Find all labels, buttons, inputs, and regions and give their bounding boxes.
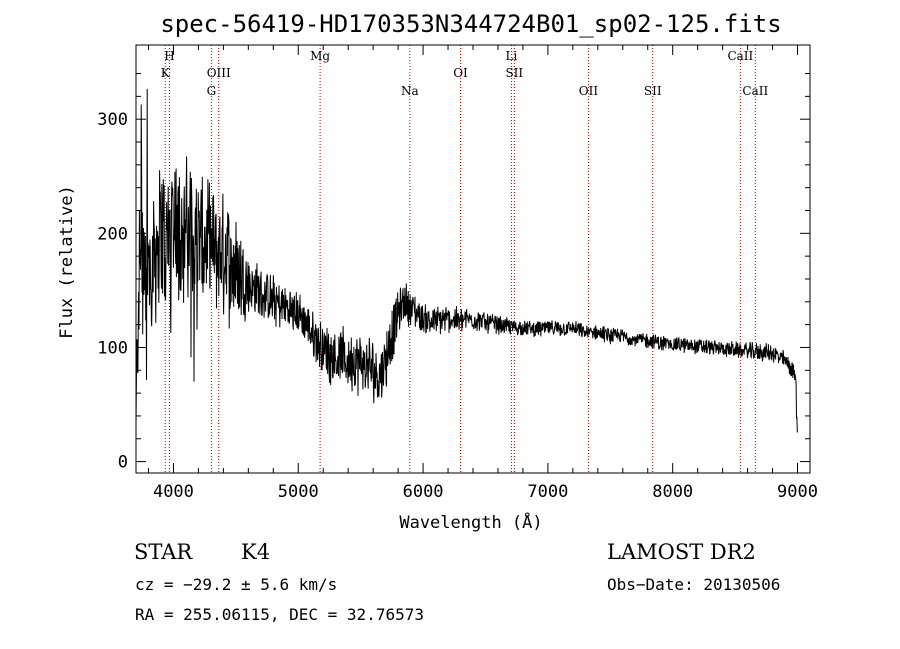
spectrum-line xyxy=(135,88,798,433)
spectral-line-markers xyxy=(164,45,756,473)
spectral-line-label: OII xyxy=(579,84,599,98)
y-tick-label: 100 xyxy=(97,338,128,358)
spectrum-series xyxy=(135,88,798,433)
x-tick-label: 4000 xyxy=(153,482,194,502)
y-tick-label: 200 xyxy=(97,224,128,244)
spectral-line-label: K xyxy=(161,66,171,80)
spectral-line-label: Mg xyxy=(310,49,330,63)
object-subclass: K4 xyxy=(241,540,270,564)
chart-title: spec-56419-HD170353N344724B01_sp02-125.f… xyxy=(160,10,781,38)
x-tick-label: 5000 xyxy=(278,482,319,502)
coordinates: RA = 255.06115, DEC = 32.76573 xyxy=(135,605,424,624)
spectral-line-label: CaII xyxy=(742,84,768,98)
spectral-line-label: OIII xyxy=(207,66,231,80)
x-tick-label: 8000 xyxy=(652,482,693,502)
spectral-line-label: H xyxy=(164,49,174,63)
y-axis-label: Flux (relative) xyxy=(57,185,77,339)
x-axis-label: Wavelength (Å) xyxy=(399,511,542,533)
spectral-line-label: CaII xyxy=(727,49,753,63)
x-tick-label: 9000 xyxy=(777,482,818,502)
x-tick-label: 6000 xyxy=(403,482,444,502)
spectral-line-label: Li xyxy=(506,49,518,63)
object-class: STAR xyxy=(134,540,193,564)
x-tick-label: 7000 xyxy=(527,482,568,502)
spectral-line-label: SII xyxy=(644,84,662,98)
spectral-line-label: Na xyxy=(401,84,419,98)
observation-date: Obs−Date: 20130506 xyxy=(607,575,780,594)
spectral-line-label: SII xyxy=(505,66,523,80)
y-tick-label: 0 xyxy=(118,453,128,473)
spectral-line-labels: HK OIII G Mg Na OI Li SII OII SII CaII CaII xyxy=(161,49,769,98)
redshift-velocity: cz = −29.2 ± 5.6 km/s xyxy=(135,575,337,594)
y-tick-label: 300 xyxy=(97,110,128,130)
survey-name: LAMOST DR2 xyxy=(607,540,756,564)
spectral-line-label: OI xyxy=(453,66,468,80)
x-axis-ticks: 4000 5000 6000 7000 8000 9000 xyxy=(147,45,818,502)
y-axis-ticks: 0 100 200 300 xyxy=(97,73,810,473)
spectral-line-label: G xyxy=(207,84,217,98)
